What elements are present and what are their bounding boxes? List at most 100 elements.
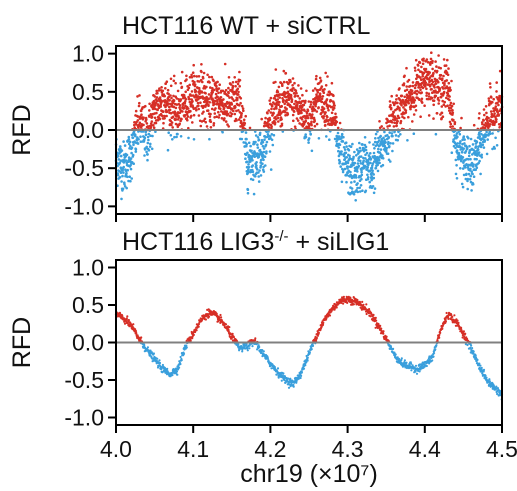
data-point — [167, 102, 170, 105]
data-point — [278, 100, 281, 104]
data-point — [395, 94, 399, 97]
data-point — [358, 186, 362, 190]
data-point — [310, 348, 313, 351]
data-point — [459, 140, 462, 143]
data-point — [270, 367, 273, 370]
data-point — [254, 140, 257, 144]
data-point — [340, 132, 344, 136]
data-point — [127, 142, 131, 146]
data-point — [363, 136, 367, 139]
data-point — [177, 116, 181, 119]
data-point — [371, 162, 375, 165]
data-point — [330, 105, 334, 109]
data-point — [274, 115, 277, 119]
data-point — [279, 111, 283, 115]
data-point — [348, 154, 351, 158]
data-point — [475, 157, 478, 161]
data-point — [179, 363, 182, 366]
data-point — [280, 118, 283, 121]
data-point — [130, 146, 134, 149]
data-point — [167, 92, 170, 96]
data-point — [403, 74, 406, 78]
data-point — [460, 326, 463, 329]
data-point — [398, 98, 402, 101]
data-point — [469, 346, 472, 349]
data-point — [151, 134, 154, 138]
data-point — [396, 101, 399, 105]
data-point — [154, 103, 157, 107]
data-point — [371, 169, 374, 172]
data-point — [329, 99, 333, 103]
data-point — [261, 162, 264, 165]
data-point — [180, 359, 183, 362]
data-point — [270, 133, 274, 136]
data-point — [387, 140, 390, 144]
data-point — [204, 120, 207, 124]
data-point — [372, 176, 376, 180]
data-point — [291, 84, 294, 87]
data-point — [264, 143, 268, 147]
data-point — [129, 164, 132, 167]
data-point — [120, 197, 123, 201]
data-point — [442, 87, 445, 90]
data-point — [212, 79, 215, 83]
data-point — [355, 167, 359, 171]
data-point — [262, 147, 266, 150]
data-point — [333, 104, 336, 107]
data-point — [464, 332, 467, 335]
data-point — [258, 169, 261, 172]
data-point — [117, 158, 121, 161]
data-point — [352, 155, 355, 159]
data-point — [383, 130, 386, 134]
data-point — [339, 165, 343, 168]
data-point — [291, 89, 294, 93]
data-point — [187, 95, 190, 99]
data-point — [355, 154, 358, 157]
data-point — [396, 138, 400, 142]
data-point — [455, 164, 458, 167]
data-point — [223, 62, 227, 66]
data-point — [396, 120, 399, 123]
data-point — [262, 350, 265, 353]
data-point — [425, 364, 428, 368]
data-point — [203, 117, 207, 121]
data-point — [208, 115, 212, 118]
data-point — [452, 102, 456, 106]
data-point — [201, 77, 205, 80]
data-point — [269, 96, 273, 100]
data-point — [478, 131, 481, 134]
data-point — [447, 315, 450, 319]
data-point — [479, 364, 482, 367]
data-point — [309, 133, 313, 136]
data-point — [437, 102, 441, 105]
data-point — [330, 309, 333, 313]
data-point — [388, 124, 391, 128]
data-point — [295, 106, 299, 109]
data-point — [483, 139, 487, 143]
data-point — [227, 76, 231, 79]
data-point — [333, 308, 336, 311]
data-point — [219, 107, 222, 111]
data-point — [431, 80, 435, 84]
data-point — [356, 190, 360, 194]
data-point — [176, 89, 180, 93]
data-point — [365, 303, 368, 306]
data-point — [245, 137, 248, 141]
data-point — [145, 150, 148, 154]
data-point — [170, 96, 173, 100]
data-point — [169, 84, 173, 88]
data-point — [197, 325, 200, 328]
data-point — [210, 75, 214, 79]
data-point — [322, 107, 326, 110]
data-point — [306, 109, 310, 113]
data-point — [354, 176, 358, 179]
data-point — [213, 116, 216, 119]
data-point — [229, 83, 233, 86]
data-point — [390, 132, 394, 135]
data-point — [272, 112, 275, 115]
data-point — [463, 138, 466, 141]
data-point — [208, 81, 211, 84]
data-point — [218, 113, 221, 117]
data-point — [414, 109, 418, 112]
data-point — [336, 126, 340, 130]
